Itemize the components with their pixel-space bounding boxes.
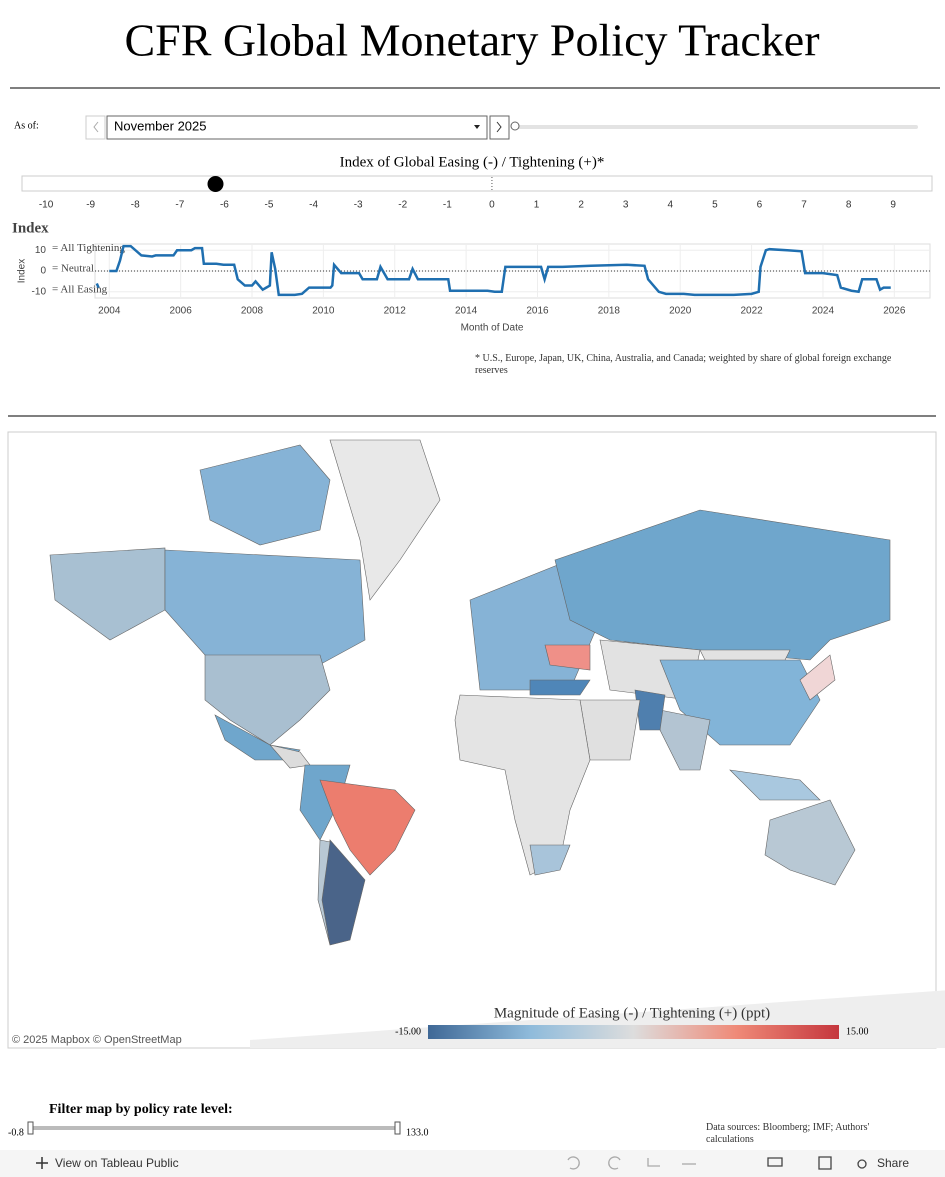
scale-tick-label: -2 (398, 200, 407, 211)
scale-tick-label: -4 (309, 200, 318, 211)
filter-track[interactable] (33, 1126, 399, 1130)
filter-title: Filter map by policy rate level: (49, 1102, 233, 1117)
scale-tick-label: -5 (265, 200, 274, 211)
tableau-icon (36, 1157, 48, 1169)
y-axis-label: Index (17, 259, 28, 283)
x-tick-label: 2018 (598, 306, 621, 317)
toolbar (0, 1150, 945, 1177)
map-regions (49, 439, 945, 1048)
scale-tick-label: 9 (890, 200, 896, 211)
x-tick-label: 2022 (740, 306, 763, 317)
scale-bar (21, 175, 933, 192)
x-axis-label: Month of Date (461, 323, 524, 334)
y-tick-label: 0 (40, 266, 46, 277)
chart-title: Index (12, 220, 49, 236)
x-tick-label: 2006 (170, 306, 193, 317)
x-tick-label: 2010 (312, 306, 335, 317)
scale-title: Index of Global Easing (-) / Tightening … (340, 154, 605, 170)
scale-tick-label: 7 (801, 200, 807, 211)
prev-icon (93, 121, 99, 133)
scale-tick-label: -8 (131, 200, 140, 211)
scale-tick-label: 0 (489, 200, 495, 211)
y-annotation: = All Easing (52, 283, 108, 295)
scale-tick-label: 1 (534, 200, 540, 211)
map-attribution: © 2025 Mapbox © OpenStreetMap (12, 1034, 182, 1046)
scale-tick-label: 2 (578, 200, 584, 211)
toolbar-icons (567, 1156, 867, 1170)
x-tick-label: 2004 (98, 306, 121, 317)
footnote: * U.S., Europe, Japan, UK, China, Austra… (475, 353, 892, 376)
y-annotation: = All Tightening (52, 242, 125, 254)
sources: Data sources: Bloomberg; IMF; Authors' c… (706, 1122, 870, 1145)
next-icon (496, 121, 502, 133)
x-tick-label: 2026 (883, 306, 906, 317)
next-button[interactable] (489, 115, 510, 140)
page-title: CFR Global Monetary Policy Tracker (124, 15, 819, 66)
legend-title: Magnitude of Easing (-) / Tightening (+)… (494, 1005, 770, 1021)
legend-max: 15.00 (846, 1026, 869, 1037)
x-tick-label: 2024 (812, 306, 835, 317)
x-tick-label: 2008 (241, 306, 264, 317)
date-slider-track[interactable] (514, 125, 918, 129)
x-tick-label: 2012 (384, 306, 407, 317)
date-value: November 2025 (114, 118, 207, 133)
scale-tick-label: 5 (712, 200, 718, 211)
scale-tick-label: -3 (354, 200, 363, 211)
scale-tick-label: -10 (39, 200, 54, 211)
filter-handles[interactable] (27, 1121, 401, 1135)
scale-tick-label: -7 (175, 200, 184, 211)
scale-tick-label: -1 (443, 200, 452, 211)
view-link[interactable]: View on Tableau Public (55, 1156, 179, 1170)
y-annotation: = Neutral (52, 263, 94, 275)
scale-tick-label: 8 (846, 200, 852, 211)
filter-min: -0.8 (8, 1127, 24, 1138)
y-tick-label: 10 (35, 245, 47, 256)
date-slider-handle[interactable] (510, 121, 520, 131)
scale-tick-label: 4 (667, 200, 673, 211)
scale-tick-label: 6 (757, 200, 763, 211)
prev-button[interactable] (85, 115, 106, 140)
as-of-label: As of: (14, 120, 39, 131)
x-tick-label: 2014 (455, 306, 478, 317)
scale-tick-label: -9 (86, 200, 95, 211)
date-dropdown[interactable] (106, 115, 488, 140)
index-line (95, 244, 891, 297)
index-knob (207, 176, 224, 192)
scale-tick-label: -6 (220, 200, 229, 211)
legend-min: -15.00 (395, 1026, 421, 1037)
x-tick-label: 2020 (669, 306, 692, 317)
x-tick-label: 2016 (526, 306, 549, 317)
filter-max: 133.0 (406, 1127, 429, 1138)
share-button[interactable]: Share (877, 1156, 909, 1170)
dropdown-arrow (474, 125, 480, 129)
y-tick-label: -10 (32, 286, 47, 297)
scale-tick-label: 3 (623, 200, 629, 211)
legend-bar (428, 1025, 839, 1039)
